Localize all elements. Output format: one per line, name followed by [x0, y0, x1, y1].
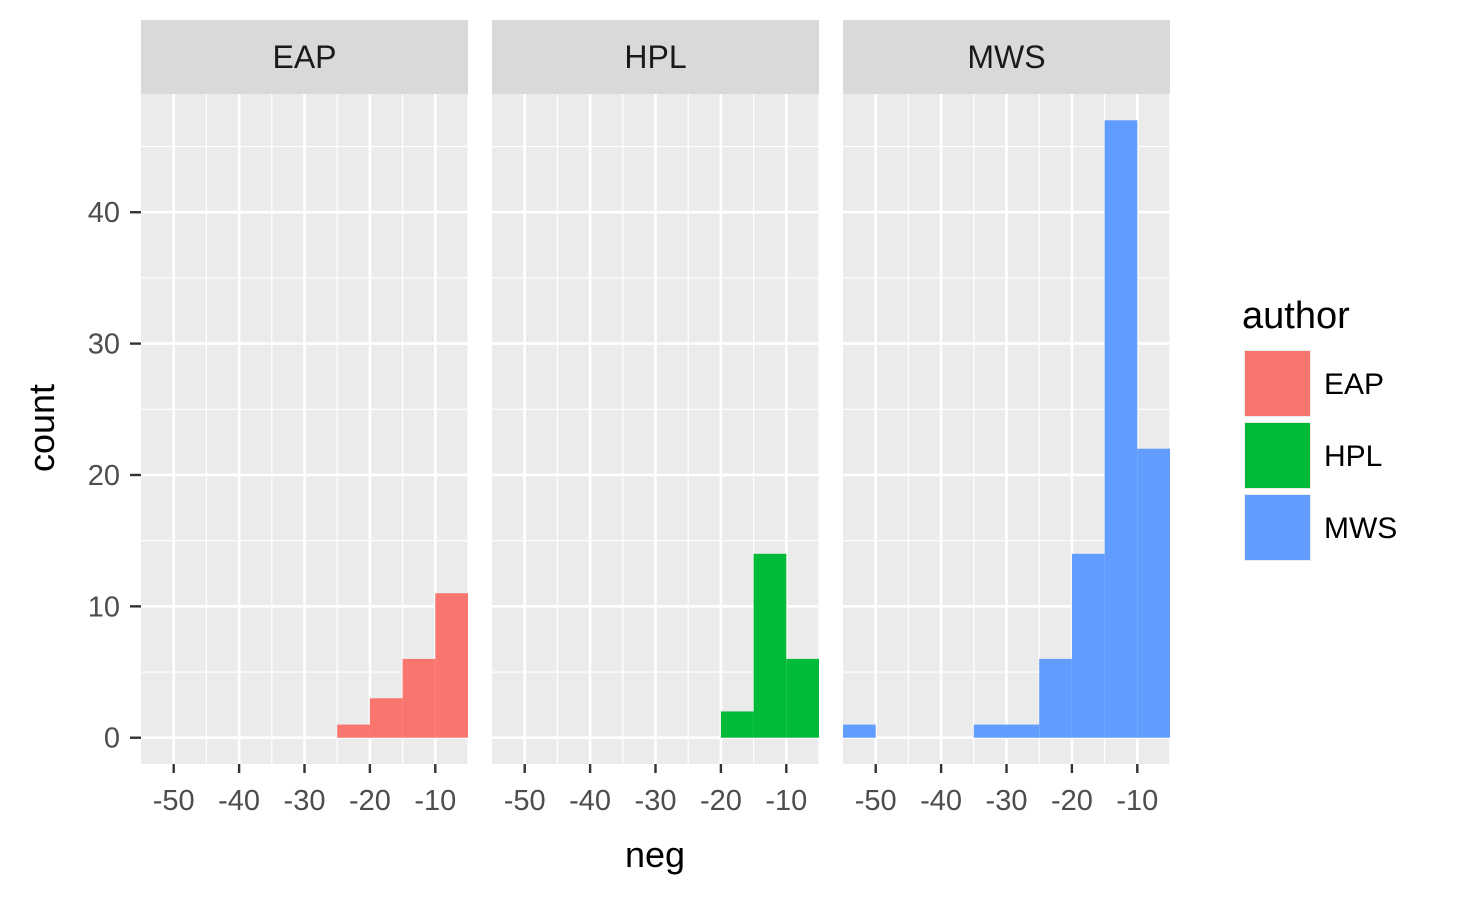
y-tick-label: 10 [88, 591, 120, 623]
x-tick-label: -50 [153, 785, 195, 817]
histogram-bar [786, 658, 819, 738]
y-tick-label: 30 [88, 329, 120, 361]
histogram-bar [435, 593, 468, 738]
x-tick-label: -50 [504, 785, 546, 817]
legend-label: EAP [1324, 368, 1384, 401]
facet-panel-mws: MWS -50 -40 -30 -20 -10 [843, 20, 1171, 817]
histogram-bars [337, 593, 468, 738]
legend-label: HPL [1324, 440, 1382, 473]
y-tick-label: 20 [88, 460, 120, 492]
x-axis: -50 -40 -30 -20 -10 [153, 764, 456, 817]
facet-strip [843, 20, 1170, 94]
histogram-bar [337, 724, 370, 738]
facet-panels: EAP -50 -40 -30 -20 -10 HPL -50 -40 -30 -20 -10 MWS -… [141, 20, 1171, 817]
y-axis: 0 10 20 30 40 [88, 197, 141, 755]
x-axis: -50 -40 -30 -20 -10 [504, 764, 807, 817]
y-tick-label: 0 [104, 723, 120, 755]
histogram-bar [1137, 448, 1170, 738]
x-tick-label: -10 [414, 785, 456, 817]
histogram-bar [1071, 553, 1105, 738]
legend-key-mws [1245, 495, 1310, 560]
facet-strip [141, 20, 468, 94]
facet-panel-eap: EAP -50 -40 -30 -20 -10 [141, 20, 469, 817]
histogram-bar [753, 553, 787, 738]
histogram-bars [720, 553, 819, 738]
legend-key-eap [1245, 351, 1310, 416]
x-tick-label: -10 [765, 785, 807, 817]
x-tick-label: -40 [920, 785, 962, 817]
legend-label: MWS [1324, 512, 1397, 545]
x-tick-label: -10 [1116, 785, 1158, 817]
x-tick-label: -40 [218, 785, 260, 817]
facet-panel-hpl: HPL -50 -40 -30 -20 -10 [492, 20, 820, 817]
x-tick-label: -20 [700, 785, 742, 817]
x-tick-label: -20 [1051, 785, 1093, 817]
y-tick-label: 40 [88, 197, 120, 229]
histogram-bar [973, 724, 1007, 738]
facet-strip-label: HPL [624, 39, 686, 75]
y-axis-title: count [21, 384, 62, 472]
histogram-bar [369, 698, 403, 738]
legend: author EAP HPL MWS [1242, 295, 1397, 561]
histogram-bar [1104, 120, 1138, 738]
x-tick-label: -30 [284, 785, 326, 817]
x-tick-label: -20 [349, 785, 391, 817]
x-tick-label: -30 [635, 785, 677, 817]
facet-strip [492, 20, 819, 94]
x-tick-label: -40 [569, 785, 611, 817]
gridlines [492, 94, 820, 764]
histogram-bar [720, 711, 754, 738]
x-tick-label: -50 [855, 785, 897, 817]
histogram-bar [1006, 724, 1040, 738]
histogram-bar [402, 658, 436, 738]
facet-strip-label: EAP [272, 39, 336, 75]
legend-key-hpl [1245, 423, 1310, 488]
histogram-bar [1039, 658, 1072, 738]
x-axis: -50 -40 -30 -20 -10 [855, 764, 1158, 817]
histogram-bars [843, 120, 1170, 738]
x-axis-title: neg [625, 834, 685, 875]
x-tick-label: -30 [986, 785, 1028, 817]
legend-title: author [1242, 295, 1350, 337]
facet-strip-label: MWS [967, 39, 1045, 75]
histogram-bar [843, 724, 876, 738]
